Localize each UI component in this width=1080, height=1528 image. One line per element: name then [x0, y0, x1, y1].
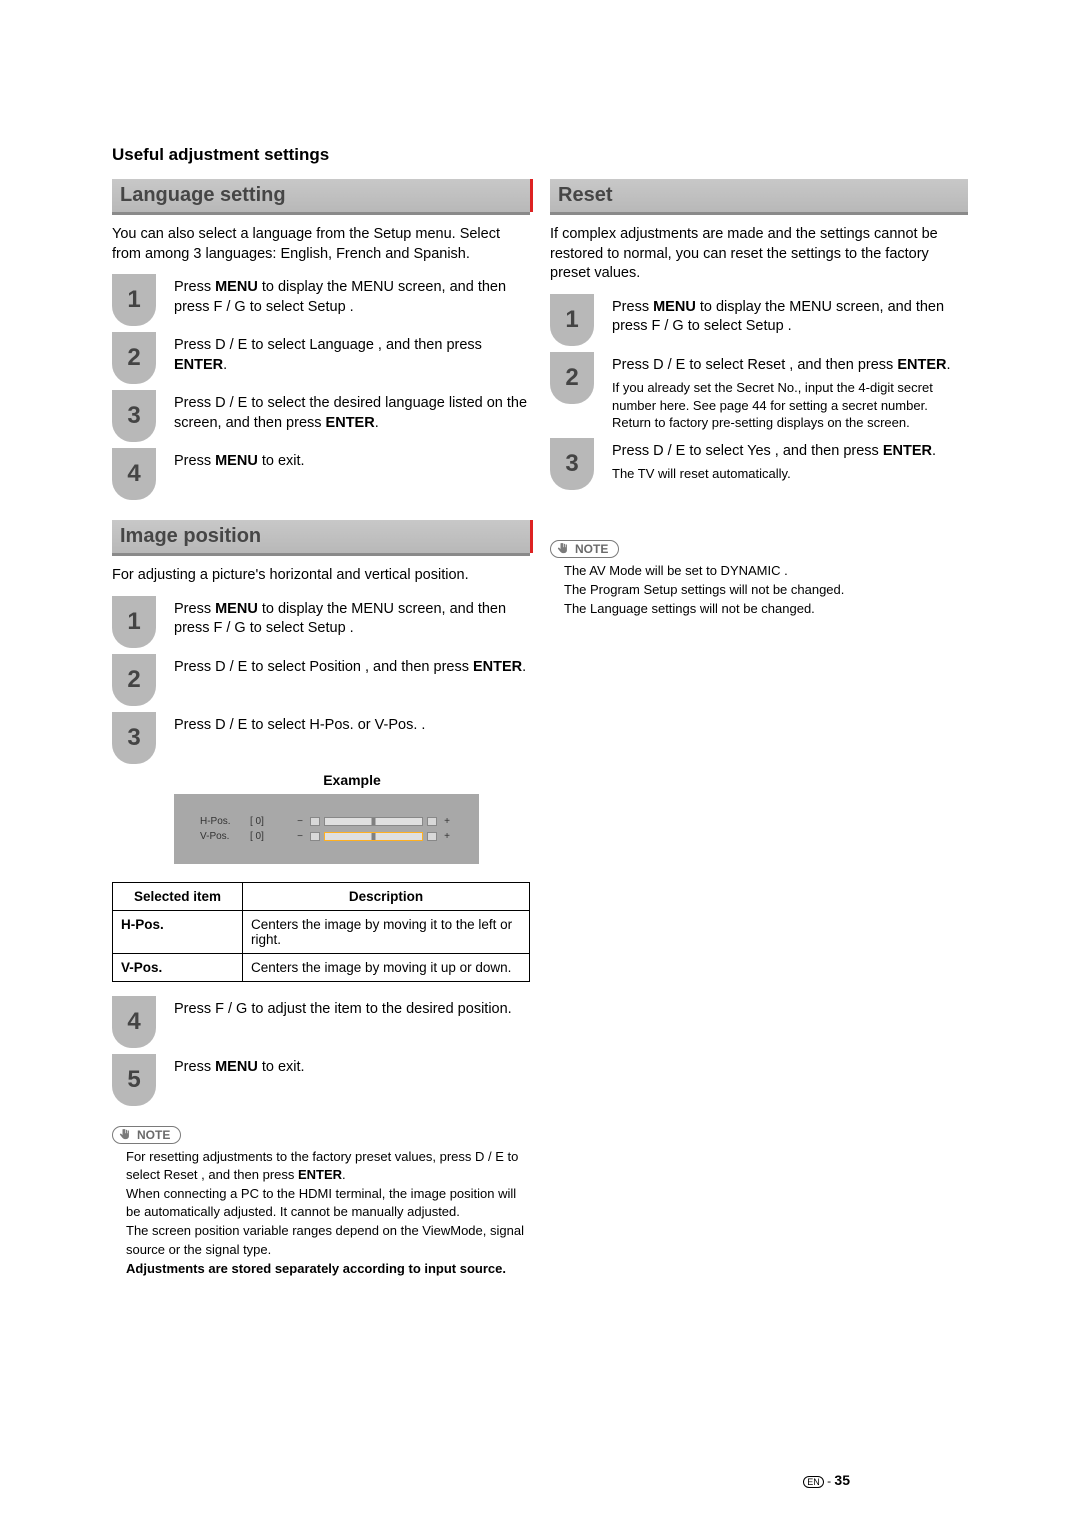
table-cell: Centers the image by moving it up or dow…: [243, 953, 530, 981]
step-subtext: If you already set the Secret No., input…: [612, 379, 968, 432]
step-text: Press D / E to select Position , and the…: [174, 654, 526, 678]
slider-right-button: [427, 817, 437, 826]
step-text: Press MENU to display the MENU screen, a…: [174, 596, 530, 639]
right-column: Reset If complex adjustments are made an…: [550, 179, 968, 1279]
image-position-intro: For adjusting a picture's horizontal and…: [112, 566, 530, 586]
hand-icon: [119, 1128, 133, 1142]
step-subtext: The TV will reset automatically.: [612, 465, 936, 483]
table-cell: Centers the image by moving it to the le…: [243, 910, 530, 953]
example-box: H-Pos. [ 0] − + V-Pos. [ 0] −: [174, 794, 479, 864]
minus-icon: −: [294, 816, 306, 827]
plus-icon: +: [441, 831, 453, 842]
step-number: 4: [112, 996, 156, 1048]
step-text: Press F / G to adjust the item to the de…: [174, 996, 512, 1020]
slider-left-button: [310, 817, 320, 826]
step-text: Press MENU to display the MENU screen, a…: [174, 274, 530, 317]
note-list: For resetting adjustments to the factory…: [112, 1148, 530, 1278]
hand-icon: [557, 542, 571, 556]
note-item: The Language settings will not be change…: [564, 600, 968, 618]
table-cell: V-Pos.: [121, 960, 162, 975]
reset-header: Reset: [550, 179, 968, 215]
step-number: 4: [112, 448, 156, 500]
step-text: Press MENU to display the MENU screen, a…: [612, 294, 968, 337]
slider-row: V-Pos. [ 0] − +: [200, 831, 453, 842]
page-number: EN - 35: [803, 1472, 850, 1488]
note-item: The Program Setup settings will not be c…: [564, 581, 968, 599]
table-header: Selected item: [113, 882, 243, 910]
table-header: Description: [243, 882, 530, 910]
note-item: Adjustments are stored separately accord…: [126, 1260, 530, 1278]
plus-icon: +: [441, 816, 453, 827]
slider-left-button: [310, 832, 320, 841]
slider-row: H-Pos. [ 0] − +: [200, 816, 453, 827]
left-column: Language setting You can also select a l…: [112, 179, 530, 1279]
note-tag: NOTE: [112, 1126, 181, 1144]
note-item: The screen position variable ranges depe…: [126, 1222, 530, 1258]
step-number: 3: [550, 438, 594, 490]
slider-value: [ 0]: [250, 831, 290, 842]
lang-badge: EN: [803, 1476, 824, 1488]
table-row: V-Pos. Centers the image by moving it up…: [113, 953, 530, 981]
step-text: Press D / E to select Reset , and then p…: [612, 352, 968, 432]
reset-intro: If complex adjustments are made and the …: [550, 225, 968, 284]
slider-right-button: [427, 832, 437, 841]
description-table: Selected item Description H-Pos. Centers…: [112, 882, 530, 982]
image-position-header: Image position: [112, 520, 530, 556]
step-number: 3: [112, 712, 156, 764]
language-setting-header: Language setting: [112, 179, 530, 215]
step-text: Press D / E to select the desired langua…: [174, 390, 530, 433]
slider-value: [ 0]: [250, 816, 290, 827]
slider-track: [324, 832, 423, 841]
table-row: H-Pos. Centers the image by moving it to…: [113, 910, 530, 953]
note-item: When connecting a PC to the HDMI termina…: [126, 1185, 530, 1221]
slider-label: H-Pos.: [200, 816, 246, 827]
note-item: For resetting adjustments to the factory…: [126, 1148, 530, 1184]
example-label: Example: [174, 772, 530, 788]
step-text: Press D / E to select Language , and the…: [174, 332, 530, 375]
step-number: 1: [112, 596, 156, 648]
slider-label: V-Pos.: [200, 831, 246, 842]
step-text: Press MENU to exit.: [174, 448, 305, 472]
step-number: 1: [550, 294, 594, 346]
note-item: The AV Mode will be set to DYNAMIC .: [564, 562, 968, 580]
note-list: The AV Mode will be set to DYNAMIC . The…: [550, 562, 968, 619]
page-title: Useful adjustment settings: [112, 145, 968, 165]
table-cell: H-Pos.: [121, 917, 164, 932]
step-number: 5: [112, 1054, 156, 1106]
step-text: Press D / E to select H-Pos. or V-Pos. .: [174, 712, 425, 736]
language-intro: You can also select a language from the …: [112, 225, 530, 264]
step-number: 2: [112, 654, 156, 706]
step-text: Press D / E to select Yes , and then pre…: [612, 438, 936, 483]
step-number: 2: [112, 332, 156, 384]
slider-track: [324, 817, 423, 826]
step-number: 1: [112, 274, 156, 326]
step-number: 2: [550, 352, 594, 404]
step-number: 3: [112, 390, 156, 442]
note-tag: NOTE: [550, 540, 619, 558]
minus-icon: −: [294, 831, 306, 842]
step-text: Press MENU to exit.: [174, 1054, 305, 1078]
